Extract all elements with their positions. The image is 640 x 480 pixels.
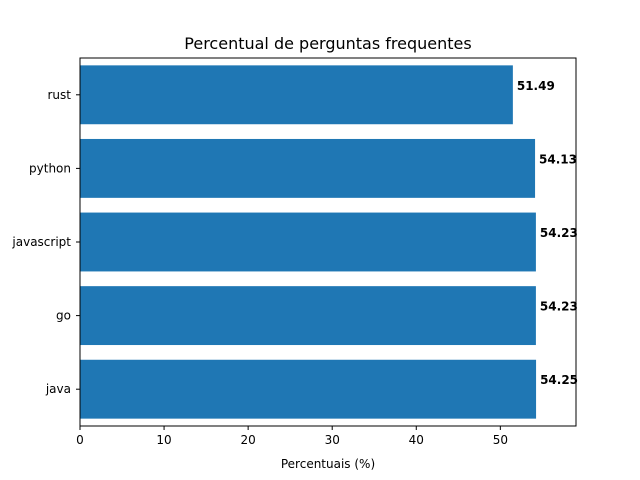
y-tick-label-go: go [56, 309, 71, 323]
x-tick-label-20: 20 [240, 433, 255, 447]
x-tick-label-30: 30 [325, 433, 340, 447]
y-tick-label-rust: rust [48, 88, 72, 102]
x-tick-label-40: 40 [409, 433, 424, 447]
data-labels-group: 54.25 54.23 54.23 54.13 51.49 [517, 79, 578, 387]
bars-group [80, 65, 537, 419]
data-label-java: 54.25 [540, 373, 578, 387]
data-label-go: 54.23 [540, 300, 578, 314]
bar-python [80, 138, 536, 198]
data-label-javascript: 54.23 [540, 226, 578, 240]
chart-title: Percentual de perguntas frequentes [184, 34, 471, 53]
y-axis-ticks: java go javascript python rust [11, 88, 80, 396]
bar-java [80, 359, 537, 419]
bar-go [80, 286, 536, 346]
x-axis-label: Percentuais (%) [281, 457, 375, 471]
data-label-python: 54.13 [539, 152, 577, 166]
data-label-rust: 51.49 [517, 79, 555, 93]
y-tick-label-python: python [29, 161, 71, 175]
x-tick-label-50: 50 [493, 433, 508, 447]
bar-javascript [80, 212, 536, 272]
x-tick-label-0: 0 [76, 433, 84, 447]
x-axis-ticks: 0 10 20 30 40 50 [76, 426, 508, 447]
y-tick-label-java: java [45, 382, 71, 396]
y-tick-label-javascript: javascript [11, 235, 71, 249]
x-tick-label-10: 10 [156, 433, 171, 447]
bar-rust [80, 65, 513, 125]
